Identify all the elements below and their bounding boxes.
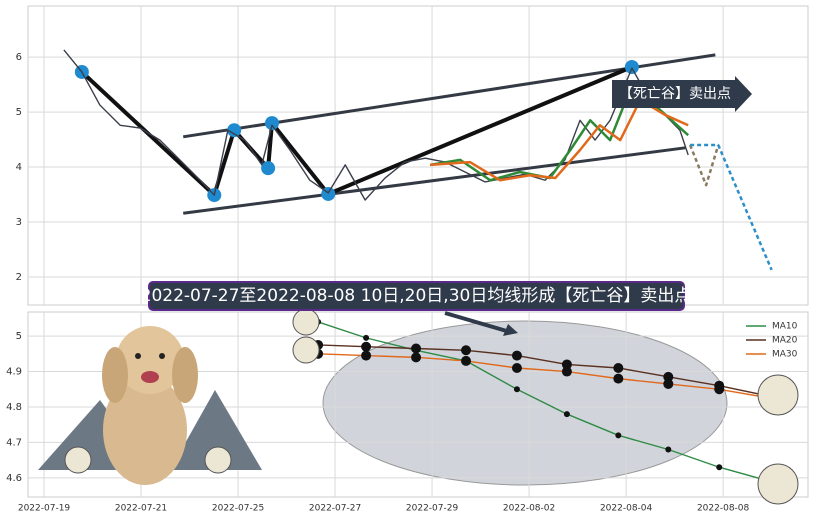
- point: [363, 334, 370, 341]
- dog-body: [103, 375, 187, 485]
- point: [561, 359, 572, 370]
- series-line: [318, 344, 771, 398]
- trend-line: [183, 146, 686, 215]
- annotation: 【死亡谷】卖出点: [619, 86, 731, 102]
- skull: [64, 446, 92, 474]
- point: [613, 373, 624, 384]
- point: [613, 362, 624, 373]
- x-tick-label: 2022-07-27: [309, 504, 361, 514]
- pattern-point: [624, 60, 639, 75]
- y-tick-label: 3: [16, 217, 22, 228]
- point: [361, 341, 372, 352]
- y-tick-label: 4.9: [6, 367, 22, 378]
- dog-ear: [102, 347, 128, 403]
- dog-head: [116, 326, 184, 394]
- skull: [292, 336, 320, 364]
- x-tick-label: 2022-07-29: [406, 504, 459, 514]
- pattern-point: [264, 116, 279, 131]
- mountain: [170, 390, 262, 470]
- point: [513, 386, 520, 393]
- point: [663, 371, 674, 382]
- point: [665, 446, 672, 453]
- point: [561, 366, 572, 377]
- point: [511, 350, 522, 361]
- arrow: [444, 311, 511, 334]
- dog-eye: [159, 353, 165, 359]
- y-tick-label: 2: [16, 272, 22, 283]
- arrow-head: [503, 324, 518, 336]
- point: [615, 432, 622, 439]
- decoration: 【死亡谷】卖出点 2022-07-27至2022-08-08 10日,20日,3…: [38, 76, 799, 505]
- skull: [757, 463, 799, 505]
- title-box: [148, 281, 685, 311]
- series-line: [318, 353, 771, 399]
- legend-label: MA10: [772, 322, 798, 332]
- pattern-point: [261, 161, 276, 176]
- point: [361, 350, 372, 361]
- point: [411, 352, 422, 363]
- y-tick-label: 4.8: [6, 402, 22, 413]
- series-line: [317, 321, 771, 483]
- point: [411, 343, 422, 354]
- dog-eye: [135, 353, 141, 359]
- point: [714, 384, 725, 395]
- skull: [204, 446, 232, 474]
- x-tick-label: 2022-08-08: [697, 504, 750, 514]
- pattern-point: [227, 123, 242, 138]
- x-tick-label: 2022-08-02: [503, 504, 555, 514]
- annotation-box: [612, 76, 752, 112]
- highlight-ellipse: [322, 320, 728, 486]
- point: [511, 362, 522, 373]
- y-tick-label: 4: [16, 162, 22, 173]
- y-tick-label: 4.7: [6, 437, 22, 448]
- point: [663, 378, 674, 389]
- point: [716, 464, 723, 471]
- point: [563, 411, 570, 418]
- chart-title: 2022-07-27至2022-08-08 10日,20日,30日均线形成【死亡…: [141, 286, 692, 306]
- skull: [292, 308, 320, 336]
- skull: [757, 374, 799, 416]
- dog-mouth: [141, 371, 159, 383]
- legend-label: MA20: [772, 336, 798, 346]
- y-tick-label: 5: [16, 331, 22, 342]
- series-line: [690, 143, 773, 271]
- series-line: [688, 144, 720, 187]
- point: [461, 355, 472, 366]
- legend-label: MA30: [772, 350, 798, 360]
- dog-ear: [172, 347, 198, 403]
- y-tick-label: 6: [16, 52, 22, 63]
- x-tick-label: 2022-08-04: [600, 504, 653, 514]
- x-tick-label: 2022-07-19: [18, 504, 71, 514]
- y-tick-label: 4.6: [6, 473, 22, 484]
- x-tick-label: 2022-07-25: [212, 504, 264, 514]
- x-tick-label: 2022-07-21: [115, 504, 167, 514]
- point: [461, 345, 472, 356]
- y-tick-label: 5: [16, 107, 22, 118]
- series-line: [63, 49, 689, 201]
